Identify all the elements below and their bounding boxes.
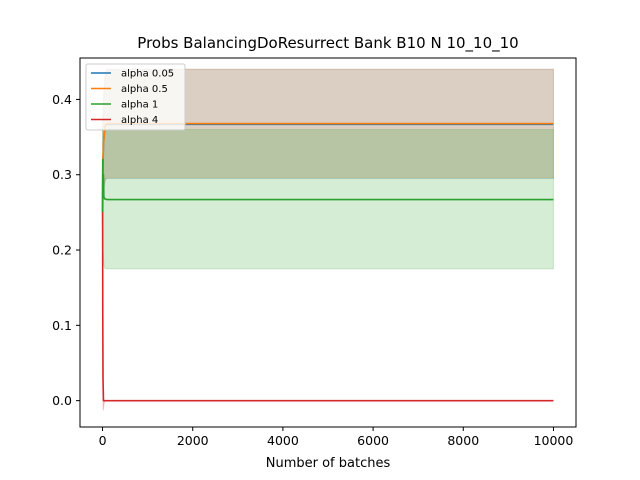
line-series-3 [101,212,554,402]
legend-label: alpha 0.05 [121,69,174,80]
legend-box [85,63,186,131]
y-tick-label: 0.4 [52,92,72,107]
legend-label: alpha 1 [121,100,158,111]
x-tick-label: 8000 [447,433,479,448]
x-axis-label: Number of batches [266,456,391,471]
y-tick-label: 0.2 [52,243,72,258]
legend-label: alpha 4 [121,115,158,126]
x-axis-ticks: 0 2000 4000 6000 8000 10000 [99,427,574,448]
line-series-2 [101,158,554,213]
x-tick-label: 10000 [534,433,574,448]
x-tick-label: 4000 [267,433,299,448]
confidence-bands [102,68,554,411]
band-series-2 [102,114,554,270]
x-tick-label: 6000 [357,433,389,448]
legend: alpha 0.05 alpha 0.5 alpha 1 alpha 4 [85,63,186,131]
y-tick-label: 0.3 [52,167,72,182]
legend-label: alpha 0.5 [121,84,168,95]
plot-frame [79,57,577,428]
y-tick-label: 0.1 [52,318,72,333]
x-tick-label: 2000 [177,433,209,448]
chart-title: Probs BalancingDoResurrect Bank B10 N 10… [137,34,518,53]
x-tick-label: 0 [99,433,107,448]
y-axis-ticks: 0.0 0.1 0.2 0.3 0.4 [52,92,80,408]
y-tick-label: 0.0 [52,393,72,408]
